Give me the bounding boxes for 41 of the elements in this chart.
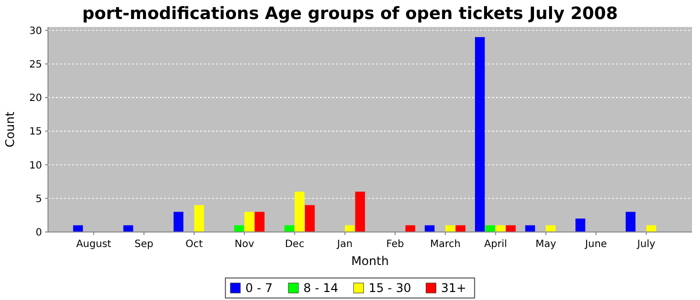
bar — [254, 212, 265, 232]
y-tick-label: 5 — [36, 194, 42, 205]
bar — [304, 205, 315, 232]
x-tick-label: April — [484, 239, 508, 250]
x-tick-label: Feb — [386, 239, 404, 250]
bar — [234, 225, 244, 232]
legend-label: 31+ — [441, 281, 466, 296]
legend-label: 0 - 7 — [245, 281, 273, 296]
x-tick-label: Sep — [134, 239, 154, 250]
bar — [355, 192, 365, 232]
bar — [575, 218, 586, 232]
y-tick-label: 20 — [29, 93, 42, 104]
bar — [525, 225, 536, 232]
y-tick-label: 10 — [29, 160, 42, 172]
chart-title: port-modifications Age groups of open tickets July 2008 — [82, 4, 618, 24]
y-tick-label: 15 — [29, 126, 42, 138]
bar — [456, 225, 466, 232]
x-tick-label: Dec — [284, 239, 304, 250]
bar — [294, 192, 304, 232]
bar — [244, 212, 254, 232]
bar — [496, 225, 506, 232]
x-tick-label: March — [430, 239, 461, 250]
x-tick-label: August — [76, 239, 112, 250]
bar — [73, 225, 83, 232]
x-tick-label: Oct — [186, 239, 203, 250]
x-tick-label: Nov — [234, 239, 254, 250]
bar — [626, 212, 636, 232]
legend-label: 8 - 14 — [303, 281, 338, 296]
x-tick-label: May — [535, 239, 556, 250]
y-tick-label: 30 — [29, 26, 42, 37]
legend-label: 15 - 30 — [368, 281, 412, 296]
x-tick-label: July — [636, 239, 656, 250]
bar — [194, 205, 204, 232]
bar — [474, 37, 485, 232]
y-tick-label: 25 — [29, 59, 42, 70]
x-tick-label: June — [584, 239, 607, 250]
x-tick-label: Jan — [336, 239, 353, 250]
y-axis-title: Count — [3, 111, 17, 148]
x-axis-title: Month — [351, 254, 389, 268]
bar — [174, 212, 184, 232]
y-tick-label: 0 — [36, 228, 42, 238]
